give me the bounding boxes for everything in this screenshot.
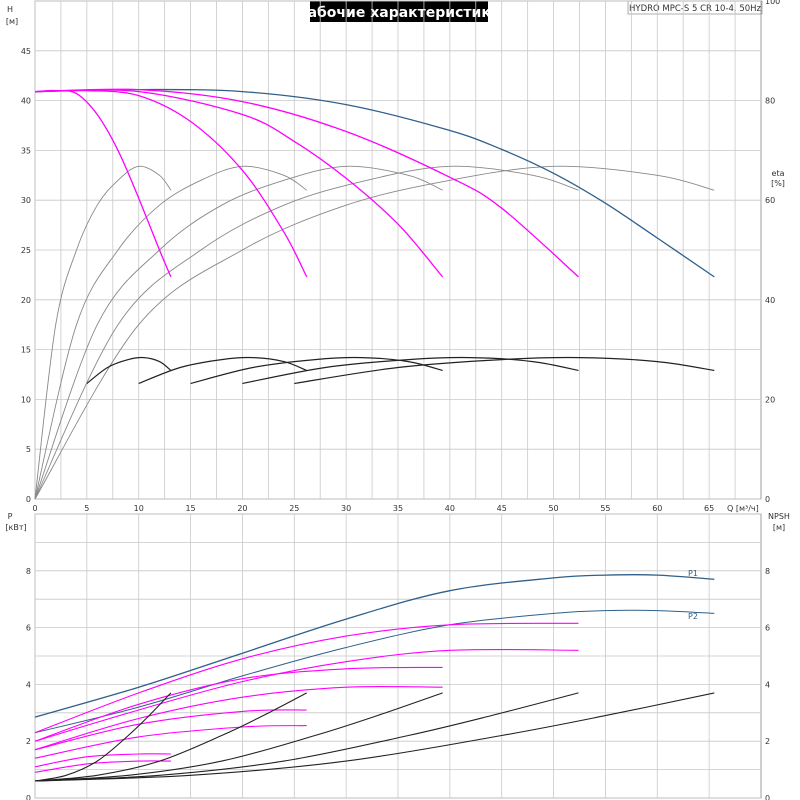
eta-axis-label: eta: [772, 169, 785, 178]
npsh-tick-label: 6: [765, 624, 770, 633]
eta-tick-label: 60: [765, 196, 775, 205]
p2-curve-label: P2: [688, 612, 698, 621]
eta-axis-unit: [%]: [771, 179, 785, 188]
head-tick-label: 5: [26, 445, 31, 454]
npsh-curve: [34, 692, 443, 782]
head-tick-label: 30: [21, 196, 31, 205]
npsh-curve: [34, 692, 172, 782]
lower-tick-labels: 0 2 4 6 8 0 2 4 6 8: [26, 567, 770, 800]
lower-gridlines: [34, 513, 761, 799]
flow-tick-label: 25: [289, 504, 299, 513]
system-head-curve: [34, 88, 715, 278]
flow-tick-label: 50: [548, 504, 558, 513]
lower-curves: [34, 574, 715, 782]
upper-curves: [34, 88, 715, 500]
flow-axis-label: Q [м³/ч]: [727, 504, 759, 513]
secondary-head-curve: [86, 356, 172, 384]
npsh-tick-label: 8: [765, 567, 770, 576]
power-tick-label: 8: [26, 567, 31, 576]
npsh-curve: [34, 692, 307, 782]
single-pump-head-curve: [34, 88, 579, 278]
flow-tick-label: 10: [134, 504, 144, 513]
flow-tick-label: 20: [237, 504, 247, 513]
power-tick-label: 4: [26, 680, 31, 689]
flow-tick-label: 55: [600, 504, 610, 513]
chart-title: Рабочие характеристики: [297, 5, 500, 21]
single-pump-power-curve: [34, 622, 579, 734]
eta-tick-label: 40: [765, 296, 775, 305]
p1-power-curve: [34, 574, 715, 718]
single-pump-power-curve: [34, 685, 443, 751]
flow-tick-label: 35: [393, 504, 403, 513]
single-pump-power-curve: [34, 725, 307, 759]
eta-curve: [34, 165, 172, 500]
single-pump-head-curve: [34, 89, 444, 278]
head-tick-label: 45: [21, 47, 31, 56]
model-label: HYDRO MPC-S 5 CR 10-4, 50Hz: [629, 4, 762, 14]
flow-tick-label: 30: [341, 504, 351, 513]
p2-power-curve: [34, 609, 715, 734]
eta-curve: [34, 165, 307, 500]
flow-tick-label: 40: [445, 504, 455, 513]
flow-tick-label: 60: [652, 504, 662, 513]
single-pump-power-curve: [34, 753, 171, 768]
head-tick-label: 20: [21, 296, 31, 305]
npsh-curve: [34, 692, 579, 782]
npsh-curve: [34, 692, 715, 782]
eta-tick-label: 20: [765, 395, 775, 404]
secondary-head-curve: [294, 356, 715, 385]
chart-title-background: [310, 1, 488, 22]
head-axis-label: H: [7, 5, 13, 14]
flow-tick-label: 65: [704, 504, 714, 513]
flow-tick-label: 0: [32, 504, 37, 513]
eta-curve: [34, 165, 715, 500]
head-tick-label: 40: [21, 97, 31, 106]
power-tick-label: 2: [26, 737, 31, 746]
head-tick-label: 0: [26, 495, 31, 504]
flow-tick-label: 45: [497, 504, 507, 513]
power-axis-unit: [кВт]: [5, 523, 26, 532]
single-pump-power-curve: [34, 760, 171, 773]
npsh-tick-label: 2: [765, 737, 770, 746]
upper-gridlines: [34, 0, 761, 500]
head-tick-label: 35: [21, 146, 31, 155]
npsh-tick-label: 4: [765, 680, 770, 689]
power-tick-label: 6: [26, 624, 31, 633]
flow-tick-label: 5: [84, 504, 89, 513]
eta-tick-label: 0: [765, 495, 770, 504]
head-tick-label: 25: [21, 246, 31, 255]
power-axis-label: P: [8, 512, 13, 521]
head-tick-label: 15: [21, 346, 31, 355]
head-axis-unit: [м]: [6, 17, 18, 26]
npsh-axis-label: NPSH: [768, 512, 790, 521]
upper-tick-labels: 0 5 10 15 20 25 30 35 40 45 50 55 60 65 0 5 10 15 20 25 30 35…: [21, 0, 780, 513]
eta-curve: [34, 165, 443, 500]
secondary-head-curve: [190, 356, 443, 385]
p1-curve-label: P1: [688, 569, 698, 578]
eta-tick-label: 100: [765, 0, 780, 6]
power-tick-label: 0: [26, 794, 31, 800]
single-pump-power-curve: [34, 709, 307, 751]
secondary-head-curve: [242, 356, 579, 385]
head-tick-label: 10: [21, 395, 31, 404]
single-pump-power-curve: [34, 648, 579, 742]
npsh-axis-unit: [м]: [773, 523, 785, 532]
flow-tick-label: 15: [185, 504, 195, 513]
npsh-tick-label: 0: [765, 794, 770, 800]
eta-tick-label: 80: [765, 97, 775, 106]
single-pump-power-curve: [34, 666, 443, 742]
